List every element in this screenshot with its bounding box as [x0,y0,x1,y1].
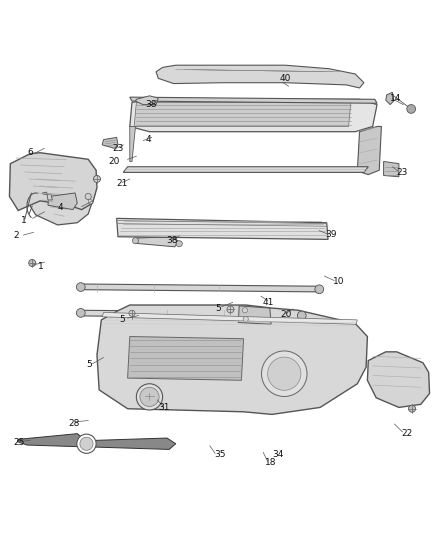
Polygon shape [135,237,177,247]
Text: 6: 6 [27,148,32,157]
Text: 5: 5 [119,314,124,324]
Text: 5: 5 [86,360,92,369]
Polygon shape [383,161,398,177]
Text: 23: 23 [112,144,124,153]
Text: 1: 1 [38,262,43,271]
Circle shape [242,308,247,313]
Text: 2: 2 [14,231,19,240]
Polygon shape [27,171,95,225]
Polygon shape [10,153,97,211]
Circle shape [28,260,35,266]
Polygon shape [367,352,428,407]
Text: 34: 34 [272,450,283,459]
Circle shape [76,309,85,317]
Text: 20: 20 [280,310,291,319]
Circle shape [140,387,159,407]
Text: 38: 38 [145,100,156,109]
Polygon shape [238,306,271,324]
Text: 20: 20 [108,157,119,166]
Text: 28: 28 [68,418,80,427]
Circle shape [243,317,248,321]
Circle shape [226,306,233,313]
Polygon shape [130,99,376,132]
Polygon shape [81,284,317,292]
Polygon shape [123,167,367,172]
Polygon shape [97,305,367,415]
Circle shape [314,285,323,294]
Polygon shape [102,138,118,148]
Polygon shape [117,219,327,239]
Circle shape [408,405,415,412]
Text: 18: 18 [265,458,276,467]
Polygon shape [134,102,350,126]
Text: 23: 23 [396,168,407,177]
Polygon shape [357,126,381,175]
Circle shape [132,238,138,244]
Text: 25: 25 [13,438,24,447]
Circle shape [176,241,182,247]
Text: 38: 38 [166,236,177,245]
Polygon shape [17,434,86,447]
Circle shape [93,175,100,182]
Text: 1: 1 [21,216,27,225]
Text: 41: 41 [262,298,273,307]
Polygon shape [102,312,357,324]
Text: 5: 5 [215,304,220,312]
Text: 14: 14 [389,93,401,102]
Text: 10: 10 [332,277,344,286]
Polygon shape [81,310,300,318]
Circle shape [136,384,162,410]
Circle shape [77,434,96,454]
Text: 21: 21 [117,179,128,188]
Polygon shape [130,97,376,103]
Polygon shape [155,65,363,88]
Text: 40: 40 [279,74,290,83]
Text: 35: 35 [214,450,225,459]
Circle shape [267,357,300,390]
Circle shape [80,437,93,450]
Circle shape [129,310,135,317]
Text: 4: 4 [57,203,63,212]
Polygon shape [135,96,158,104]
Circle shape [88,199,92,204]
Circle shape [261,351,306,397]
Polygon shape [385,92,393,104]
Polygon shape [127,336,243,380]
Circle shape [406,104,415,114]
Text: 22: 22 [400,429,411,438]
Polygon shape [86,438,175,449]
Circle shape [76,282,85,292]
Circle shape [85,193,91,199]
Text: 39: 39 [325,230,336,239]
Text: 31: 31 [158,403,170,412]
Polygon shape [48,193,77,209]
Circle shape [297,311,305,320]
Text: 4: 4 [145,135,150,144]
Polygon shape [42,192,52,200]
Polygon shape [130,126,135,161]
